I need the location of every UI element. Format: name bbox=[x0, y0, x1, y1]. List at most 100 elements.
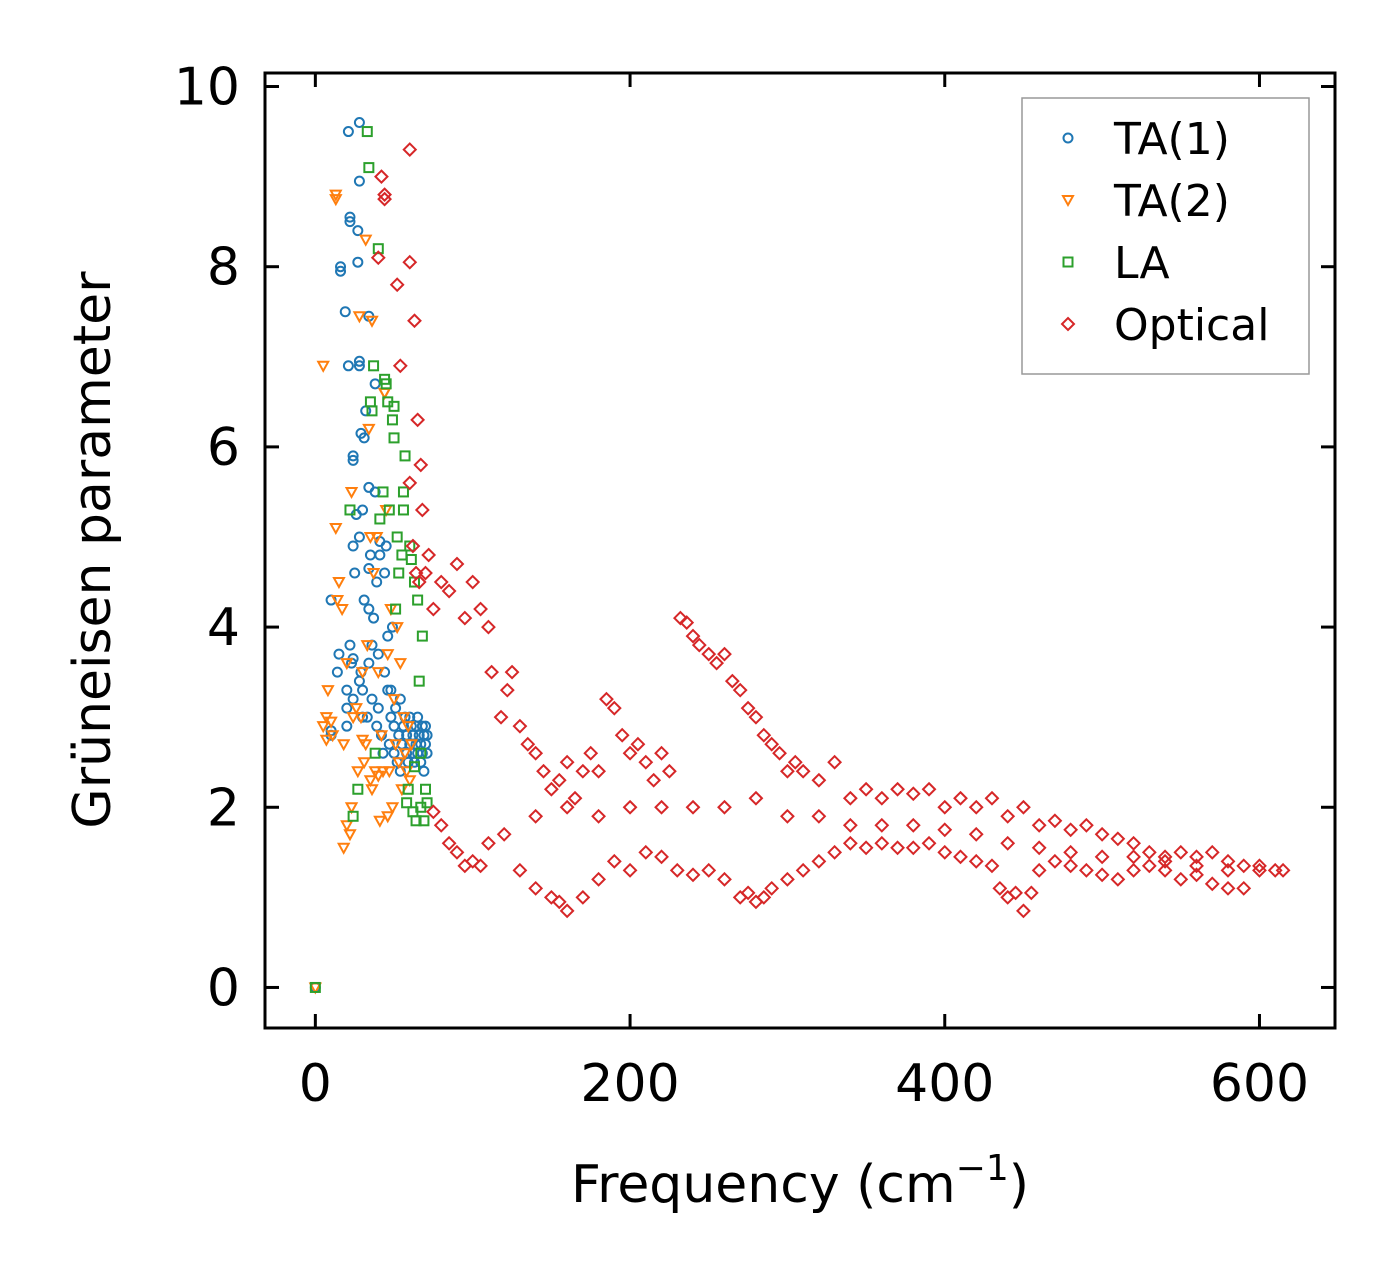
data-point bbox=[575, 763, 591, 779]
data-point bbox=[779, 808, 795, 824]
data-point bbox=[1094, 849, 1110, 865]
data-point bbox=[528, 808, 544, 824]
data-point bbox=[366, 568, 381, 581]
data-point bbox=[874, 790, 890, 806]
legend-marker bbox=[1062, 132, 1074, 144]
data-point bbox=[382, 630, 394, 642]
data-point bbox=[321, 685, 335, 698]
data-point bbox=[1110, 871, 1126, 887]
data-point bbox=[401, 721, 415, 734]
data-point bbox=[638, 754, 654, 770]
series-layer bbox=[308, 117, 1291, 995]
data-point bbox=[614, 727, 630, 743]
data-point bbox=[599, 691, 614, 707]
data-point bbox=[575, 889, 591, 905]
data-point bbox=[827, 754, 843, 770]
data-point bbox=[606, 853, 622, 869]
data-point bbox=[1063, 822, 1079, 838]
data-point bbox=[316, 360, 330, 373]
data-point bbox=[481, 619, 496, 635]
data-point bbox=[413, 675, 425, 687]
data-point bbox=[709, 655, 725, 671]
data-point bbox=[353, 355, 365, 367]
legend-entry: LA bbox=[1062, 238, 1170, 289]
data-point bbox=[387, 694, 401, 707]
data-point bbox=[968, 799, 984, 815]
data-point bbox=[374, 513, 386, 525]
data-point bbox=[410, 815, 422, 827]
data-point bbox=[371, 576, 383, 588]
data-point bbox=[1023, 885, 1039, 901]
data-point bbox=[392, 757, 406, 770]
data-point bbox=[404, 540, 416, 552]
data-point bbox=[414, 502, 430, 518]
legend-entry: TA(1) bbox=[1062, 114, 1230, 165]
data-point bbox=[795, 862, 811, 878]
y-tick-label: 4 bbox=[207, 598, 240, 658]
data-point bbox=[1031, 840, 1047, 856]
data-point bbox=[407, 313, 422, 329]
data-point bbox=[811, 772, 827, 788]
data-point bbox=[842, 835, 858, 851]
data-point bbox=[1078, 862, 1094, 878]
x-tick-label: 0 bbox=[299, 1054, 332, 1114]
data-point bbox=[520, 736, 536, 752]
data-point bbox=[391, 531, 403, 543]
data-point bbox=[937, 844, 953, 860]
data-point bbox=[383, 504, 395, 516]
y-tick-label: 0 bbox=[207, 958, 240, 1018]
data-point bbox=[968, 826, 984, 842]
data-point bbox=[669, 862, 685, 878]
data-point bbox=[370, 250, 386, 266]
data-point bbox=[357, 757, 371, 770]
data-point bbox=[795, 763, 811, 779]
data-point bbox=[372, 648, 384, 660]
data-point bbox=[415, 747, 427, 759]
data-point bbox=[858, 781, 874, 797]
data-point bbox=[381, 649, 395, 662]
legend: TA(1) TA(2) LA Optical bbox=[1021, 97, 1310, 375]
data-point bbox=[381, 811, 395, 824]
data-point bbox=[352, 783, 364, 795]
data-point bbox=[347, 454, 359, 466]
data-point bbox=[1189, 849, 1204, 865]
data-point bbox=[654, 745, 669, 761]
data-point bbox=[499, 682, 515, 698]
data-point bbox=[421, 729, 433, 741]
data-point bbox=[1236, 858, 1252, 874]
data-point bbox=[332, 577, 346, 590]
data-point bbox=[397, 504, 409, 516]
data-point bbox=[1126, 835, 1142, 851]
data-point bbox=[421, 797, 433, 809]
x-tick-label: 200 bbox=[580, 1054, 679, 1114]
data-point bbox=[388, 739, 403, 752]
data-point bbox=[339, 306, 351, 318]
data-point bbox=[732, 682, 748, 698]
data-point bbox=[374, 549, 386, 561]
data-point bbox=[341, 684, 353, 696]
data-point bbox=[358, 594, 370, 606]
data-point bbox=[1031, 817, 1047, 833]
data-point bbox=[333, 648, 345, 660]
data-point bbox=[351, 766, 365, 779]
data-point bbox=[691, 637, 707, 653]
data-point bbox=[413, 457, 429, 473]
data-point bbox=[344, 802, 359, 815]
data-point bbox=[1204, 844, 1220, 860]
data-point bbox=[654, 849, 669, 865]
data-point bbox=[811, 853, 827, 869]
data-point bbox=[399, 450, 411, 462]
data-point bbox=[905, 817, 921, 833]
data-point bbox=[373, 815, 387, 828]
data-point bbox=[1141, 844, 1157, 860]
data-point bbox=[905, 840, 921, 856]
data-point bbox=[1252, 862, 1267, 878]
data-point bbox=[316, 721, 330, 734]
data-point bbox=[371, 667, 385, 680]
data-point bbox=[1173, 871, 1189, 887]
data-point bbox=[701, 862, 717, 878]
data-point bbox=[330, 595, 345, 608]
data-point bbox=[309, 981, 321, 993]
data-point bbox=[905, 786, 921, 802]
